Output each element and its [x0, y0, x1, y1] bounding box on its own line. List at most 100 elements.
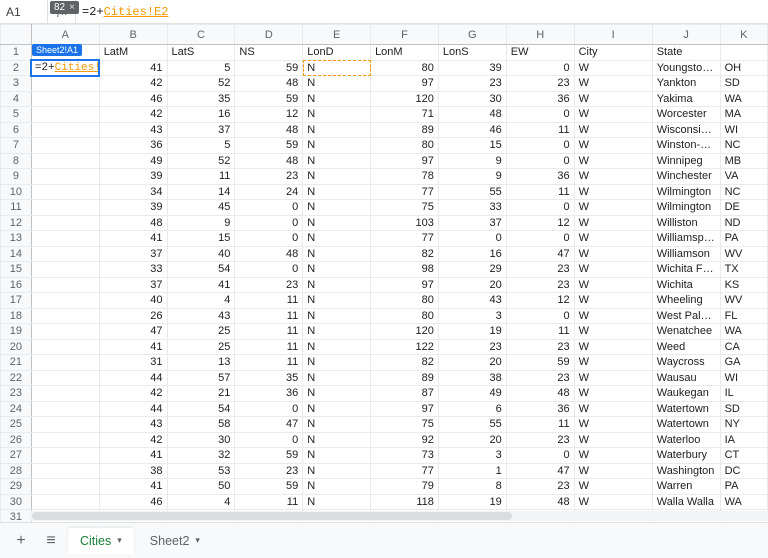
cell[interactable]: 47: [99, 324, 167, 340]
cell[interactable]: Waukegan: [652, 386, 720, 402]
cell[interactable]: WV: [720, 293, 767, 309]
row-header[interactable]: 23: [1, 386, 32, 402]
cell[interactable]: 20: [438, 277, 506, 293]
cell[interactable]: 40: [167, 246, 235, 262]
cell[interactable]: NS: [235, 45, 303, 61]
cell[interactable]: Wichita: [652, 277, 720, 293]
cell[interactable]: [31, 262, 99, 278]
cell[interactable]: N: [303, 262, 371, 278]
cell[interactable]: W: [574, 200, 652, 216]
cell[interactable]: 75: [371, 417, 439, 433]
cell[interactable]: 23: [506, 432, 574, 448]
cell[interactable]: 23: [506, 339, 574, 355]
cell[interactable]: 11: [235, 494, 303, 510]
cell[interactable]: 0: [506, 60, 574, 76]
cell[interactable]: 40: [99, 293, 167, 309]
row-header[interactable]: 17: [1, 293, 32, 309]
cell[interactable]: N: [303, 324, 371, 340]
cell[interactable]: 23: [506, 277, 574, 293]
cell[interactable]: 23: [438, 339, 506, 355]
cell[interactable]: Watertown: [652, 417, 720, 433]
select-all-corner[interactable]: [1, 25, 32, 45]
cell[interactable]: 42: [99, 76, 167, 92]
cell[interactable]: 11: [235, 355, 303, 371]
row-header[interactable]: 22: [1, 370, 32, 386]
cell[interactable]: Wilmington: [652, 184, 720, 200]
cell[interactable]: Williamsport: [652, 231, 720, 247]
row-header[interactable]: 14: [1, 246, 32, 262]
cell[interactable]: 48: [235, 122, 303, 138]
cell[interactable]: 97: [371, 76, 439, 92]
cell[interactable]: NC: [720, 184, 767, 200]
cell[interactable]: [31, 169, 99, 185]
cell[interactable]: 118: [371, 494, 439, 510]
cell[interactable]: 36: [506, 91, 574, 107]
cell[interactable]: 36: [99, 138, 167, 154]
cell[interactable]: 37: [99, 246, 167, 262]
cell[interactable]: 59: [235, 479, 303, 495]
row-header[interactable]: 16: [1, 277, 32, 293]
cell[interactable]: 37: [167, 122, 235, 138]
cell[interactable]: 97: [371, 401, 439, 417]
cell[interactable]: 53: [167, 463, 235, 479]
cell[interactable]: 120: [371, 91, 439, 107]
cell[interactable]: WA: [720, 91, 767, 107]
cell[interactable]: W: [574, 355, 652, 371]
cell[interactable]: N: [303, 60, 371, 76]
cell[interactable]: IA: [720, 432, 767, 448]
cell[interactable]: N: [303, 169, 371, 185]
cell[interactable]: N: [303, 401, 371, 417]
row-header[interactable]: 6: [1, 122, 32, 138]
cell[interactable]: 71: [371, 107, 439, 123]
cell[interactable]: Walla Walla: [652, 494, 720, 510]
cell[interactable]: 11: [235, 324, 303, 340]
cell[interactable]: LatS: [167, 45, 235, 61]
cell[interactable]: 25: [167, 324, 235, 340]
cell[interactable]: City: [574, 45, 652, 61]
column-header[interactable]: H: [506, 25, 574, 45]
cell[interactable]: N: [303, 122, 371, 138]
cell[interactable]: 82: [371, 355, 439, 371]
row-header[interactable]: 5: [1, 107, 32, 123]
cell[interactable]: [31, 231, 99, 247]
cell[interactable]: 12: [506, 215, 574, 231]
cell[interactable]: 48: [235, 246, 303, 262]
cell[interactable]: Waterloo: [652, 432, 720, 448]
column-header[interactable]: J: [652, 25, 720, 45]
cell[interactable]: 3: [438, 308, 506, 324]
cell[interactable]: MA: [720, 107, 767, 123]
cell[interactable]: 29: [438, 262, 506, 278]
cell[interactable]: 43: [99, 417, 167, 433]
cell[interactable]: 48: [235, 76, 303, 92]
column-header[interactable]: D: [235, 25, 303, 45]
cell[interactable]: 41: [99, 448, 167, 464]
cell[interactable]: W: [574, 370, 652, 386]
cell[interactable]: 52: [167, 76, 235, 92]
cell[interactable]: W: [574, 324, 652, 340]
cell[interactable]: 37: [438, 215, 506, 231]
cell[interactable]: W: [574, 386, 652, 402]
cell[interactable]: 23: [506, 76, 574, 92]
cell[interactable]: 26: [99, 308, 167, 324]
cell[interactable]: W: [574, 448, 652, 464]
cell[interactable]: 23: [235, 169, 303, 185]
spreadsheet-grid[interactable]: Sheet2!A1 ABCDEFGHIJK1LatMLatSNSLonDLonM…: [0, 24, 768, 522]
cell[interactable]: 11: [167, 169, 235, 185]
cell[interactable]: 49: [99, 153, 167, 169]
cell[interactable]: 44: [99, 370, 167, 386]
cell[interactable]: 41: [167, 277, 235, 293]
cell[interactable]: 0: [506, 200, 574, 216]
cell[interactable]: [31, 308, 99, 324]
cell[interactable]: 58: [167, 417, 235, 433]
cell[interactable]: 23: [506, 262, 574, 278]
cell[interactable]: N: [303, 417, 371, 433]
cell[interactable]: [31, 153, 99, 169]
cell[interactable]: [31, 107, 99, 123]
horizontal-scrollbar[interactable]: [30, 511, 768, 521]
cell[interactable]: Wilmington: [652, 200, 720, 216]
cell[interactable]: DC: [720, 463, 767, 479]
cell[interactable]: 35: [235, 370, 303, 386]
cell[interactable]: NY: [720, 417, 767, 433]
cell[interactable]: Watertown: [652, 401, 720, 417]
row-header[interactable]: 29: [1, 479, 32, 495]
